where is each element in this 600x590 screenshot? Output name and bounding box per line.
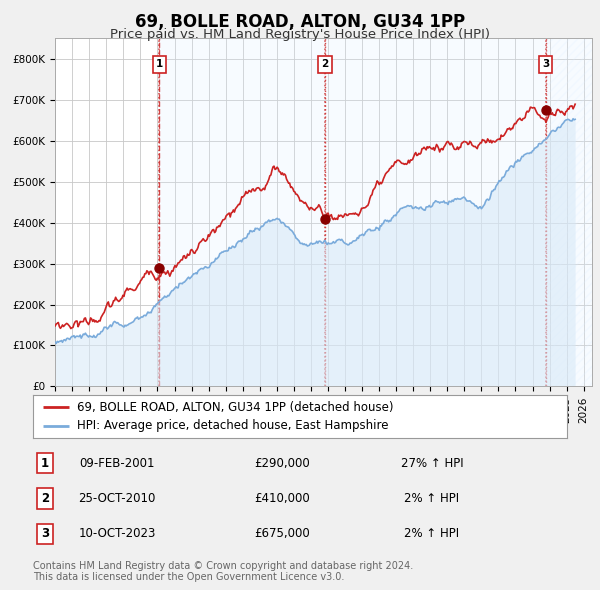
- Text: Price paid vs. HM Land Registry's House Price Index (HPI): Price paid vs. HM Land Registry's House …: [110, 28, 490, 41]
- Text: Contains HM Land Registry data © Crown copyright and database right 2024.: Contains HM Land Registry data © Crown c…: [33, 562, 413, 571]
- Text: 69, BOLLE ROAD, ALTON, GU34 1PP: 69, BOLLE ROAD, ALTON, GU34 1PP: [135, 13, 465, 31]
- Bar: [160, 38, 325, 386]
- Text: 69, BOLLE ROAD, ALTON, GU34 1PP (detached house): 69, BOLLE ROAD, ALTON, GU34 1PP (detache…: [77, 401, 393, 414]
- Text: 1: 1: [41, 457, 49, 470]
- Text: 27% ↑ HPI: 27% ↑ HPI: [401, 457, 463, 470]
- Text: 2% ↑ HPI: 2% ↑ HPI: [404, 492, 460, 505]
- Text: 09-FEB-2001: 09-FEB-2001: [79, 457, 155, 470]
- Bar: [546, 38, 592, 386]
- Text: 3: 3: [41, 527, 49, 540]
- Text: This data is licensed under the Open Government Licence v3.0.: This data is licensed under the Open Gov…: [33, 572, 344, 582]
- Text: 2: 2: [321, 60, 328, 70]
- Text: £675,000: £675,000: [254, 527, 310, 540]
- Text: 2% ↑ HPI: 2% ↑ HPI: [404, 527, 460, 540]
- Text: £290,000: £290,000: [254, 457, 310, 470]
- Text: 1: 1: [155, 60, 163, 70]
- Text: 3: 3: [542, 60, 550, 70]
- Bar: [325, 38, 546, 386]
- Text: 2: 2: [41, 492, 49, 505]
- Text: £410,000: £410,000: [254, 492, 310, 505]
- Text: 25-OCT-2010: 25-OCT-2010: [79, 492, 155, 505]
- Text: HPI: Average price, detached house, East Hampshire: HPI: Average price, detached house, East…: [77, 419, 388, 432]
- Text: 10-OCT-2023: 10-OCT-2023: [79, 527, 155, 540]
